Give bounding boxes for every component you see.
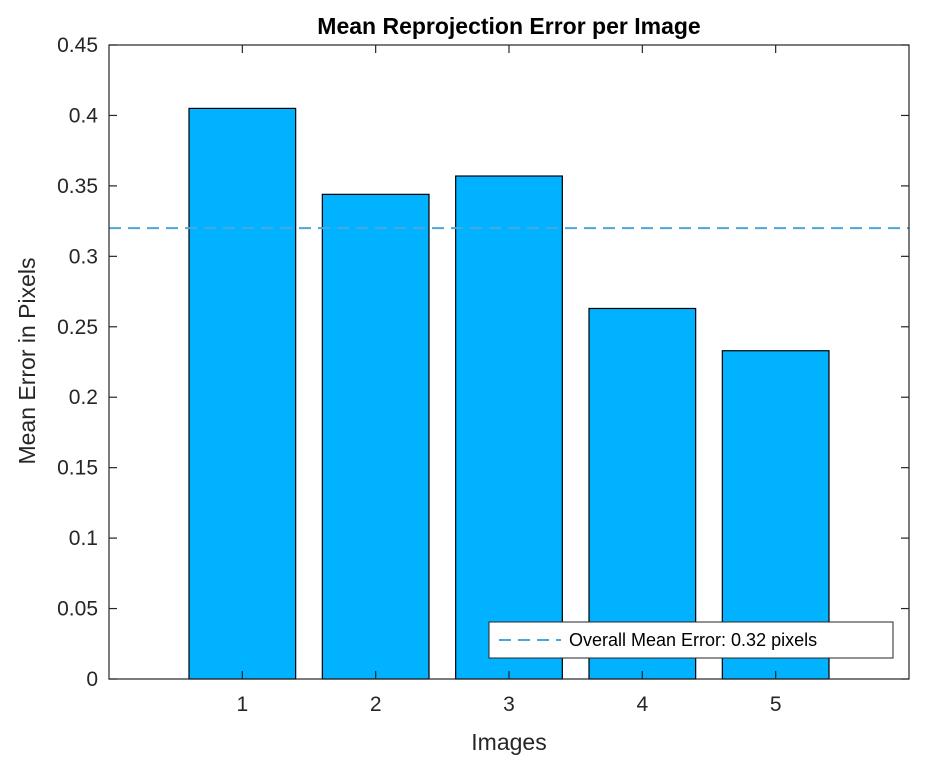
bars-layer	[188, 107, 830, 680]
bar-3	[455, 175, 563, 680]
y-axis-label: Mean Error in Pixels	[14, 257, 40, 464]
y-tick-label: 0.15	[57, 457, 98, 480]
ticks-layer: 0 0.05 0.1 0.15 0.2 0.25 0.3 0.35 0.4 0.45 1 2 3 4 5	[57, 34, 909, 716]
x-tick-label: 5	[770, 693, 782, 716]
y-tick-label: 0.1	[69, 527, 98, 550]
bar-1	[188, 107, 297, 680]
y-tick-label: 0.45	[57, 34, 98, 57]
bar-4	[588, 307, 697, 680]
chart-title: Mean Reprojection Error per Image	[317, 13, 700, 39]
y-tick-label: 0.35	[57, 175, 98, 198]
y-tick-label: 0.4	[69, 104, 99, 127]
y-tick-label: 0.05	[57, 598, 98, 621]
legend: Overall Mean Error: 0.32 pixels	[488, 621, 894, 659]
y-tick-label: 0.3	[69, 245, 98, 268]
legend-label: Overall Mean Error: 0.32 pixels	[569, 630, 817, 650]
x-tick-label: 2	[370, 693, 382, 716]
y-tick-label: 0.2	[69, 386, 98, 409]
x-tick-label: 1	[236, 693, 248, 716]
x-tick-label: 3	[503, 693, 515, 716]
y-tick-label: 0	[86, 668, 98, 691]
bar-2	[321, 193, 430, 680]
x-tick-label: 4	[636, 693, 648, 716]
x-axis-label: Images	[471, 729, 546, 755]
y-tick-label: 0.25	[57, 316, 98, 339]
